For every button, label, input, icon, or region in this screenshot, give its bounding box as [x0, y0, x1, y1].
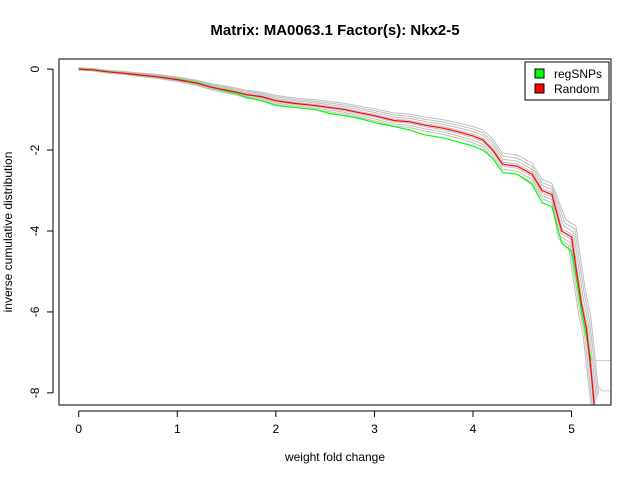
y-axis-label: inverse cumulative distribution [1, 152, 15, 313]
chart-title: Matrix: MA0063.1 Factor(s): Nkx2-5 [210, 22, 459, 39]
x-tick-label: 1 [174, 422, 181, 436]
x-tick-label: 4 [470, 422, 477, 436]
random-sample-line [78, 68, 597, 400]
y-tick-label: -8 [28, 387, 42, 398]
random-envelope [78, 67, 611, 406]
y-axis: 0 -2 -4 -6 -8 [28, 65, 54, 398]
x-tick-label: 3 [371, 422, 378, 436]
y-tick-label: 0 [28, 65, 42, 72]
y-tick-label: -4 [28, 225, 42, 236]
y-tick-label: -6 [28, 306, 42, 317]
y-tick-label: -2 [28, 144, 42, 155]
x-axis: 0 1 2 3 4 5 [75, 410, 575, 436]
random-sample-line [78, 68, 596, 404]
series-line-random [78, 68, 595, 406]
random-sample-line [78, 67, 600, 394]
x-tick-label: 5 [568, 422, 575, 436]
random-sample-line [590, 372, 611, 392]
legend-box [524, 61, 610, 101]
random-sample-line [78, 69, 592, 406]
legend-swatch [534, 68, 545, 79]
x-tick-label: 0 [75, 422, 82, 436]
plot-frame [58, 58, 612, 406]
random-sample-line [78, 69, 593, 406]
x-axis-label: weight fold change [284, 450, 385, 464]
series-layer [78, 68, 595, 406]
random-sample-line [78, 67, 598, 397]
legend-label: regSNPs [554, 67, 602, 81]
random-sample-line [78, 68, 594, 406]
x-tick-label: 2 [273, 422, 280, 436]
legend-swatch [534, 83, 545, 94]
legend-label: Random [554, 82, 599, 96]
